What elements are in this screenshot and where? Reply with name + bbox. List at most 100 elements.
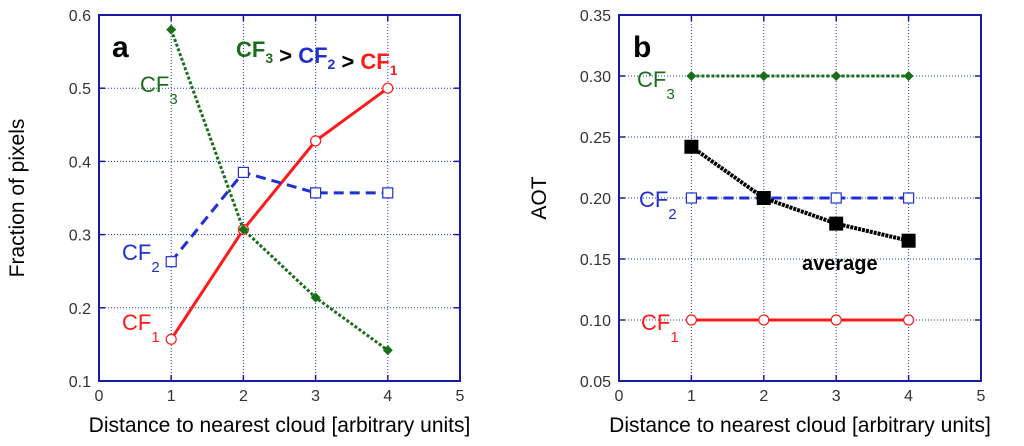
- series-label-base: CF: [641, 310, 670, 335]
- series-label-base: CF: [122, 240, 151, 265]
- series-cf1: CF1: [122, 82, 394, 346]
- x-tick-label: 3: [832, 388, 841, 405]
- tick-marks: [98, 14, 461, 382]
- series-label: average: [802, 253, 878, 275]
- annotation-operator: >: [335, 49, 360, 74]
- data-point: [165, 256, 177, 268]
- annotation-subscript: 2: [328, 56, 336, 72]
- y-tick-label: 0.05: [580, 374, 611, 391]
- annotation-subscript: 1: [390, 62, 398, 78]
- x-tick-label: 5: [456, 388, 465, 405]
- data-point: [310, 187, 322, 199]
- annotation-operator: >: [273, 43, 298, 68]
- data-point: [166, 24, 177, 35]
- x-tick-label: 2: [239, 388, 248, 405]
- data-point: [686, 71, 697, 81]
- series-label: CF1: [641, 310, 679, 346]
- series-line: [169, 29, 389, 352]
- panel-label: b: [633, 31, 651, 64]
- y-tick-label: 0.5: [69, 81, 91, 98]
- data-point: [165, 333, 177, 345]
- series-average: average: [684, 139, 916, 275]
- data-point: [310, 292, 321, 303]
- data-point: [756, 191, 771, 205]
- data-point: [831, 71, 842, 81]
- x-axis-title: Distance to nearest cloud [arbitrary uni…: [609, 414, 991, 437]
- annotation-subscript: 3: [265, 50, 273, 66]
- annotation-term: CF: [360, 49, 389, 74]
- y-axis-title: Fraction of pixels: [6, 119, 29, 278]
- data-point: [310, 135, 322, 147]
- y-tick-label: 0.15: [580, 252, 611, 269]
- y-tick-label: 0.2: [69, 301, 91, 318]
- x-tick-label: 5: [977, 388, 986, 405]
- data-point: [382, 187, 394, 199]
- series-cf3: CF3: [140, 24, 393, 356]
- y-tick-label: 0.20: [580, 191, 611, 208]
- data-point: [830, 314, 842, 326]
- x-tick-label: 4: [383, 388, 392, 405]
- series-label-subscript: 3: [169, 91, 177, 108]
- series-cf3: CF3: [637, 67, 914, 103]
- x-tick-label: 2: [759, 388, 768, 405]
- series-label: CF1: [122, 310, 160, 346]
- series-line: [690, 145, 910, 243]
- data-point: [901, 233, 916, 248]
- x-tick-label: 3: [311, 388, 320, 405]
- tick-marks: [618, 14, 982, 382]
- chart-panel-b: 0 1 2 3 4 5 0.05 0.10 0.15 0.20 0.25 0.30 0.35 Distan…: [528, 8, 991, 437]
- series-label-base: CF: [122, 310, 151, 335]
- series-label-base: CF: [140, 72, 169, 97]
- series-label-base: CF: [639, 187, 668, 212]
- plot-frame: [98, 14, 461, 382]
- annotation-term: CF: [236, 37, 265, 62]
- x-tick-label: 0: [615, 388, 624, 405]
- series-label: CF2: [639, 187, 677, 223]
- series-line: [170, 170, 388, 263]
- series-label-base: CF: [637, 67, 666, 92]
- series-label-subscript: 1: [670, 329, 678, 346]
- y-tick-label: 0.1: [69, 374, 91, 391]
- cf-ordering-annotation: CF3 > CF2 > CF1: [236, 37, 398, 78]
- annotation-term: CF: [298, 43, 327, 68]
- series-label-subscript: 2: [151, 259, 159, 276]
- data-point: [685, 314, 698, 326]
- data-point: [829, 216, 844, 231]
- data-point: [902, 314, 915, 326]
- data-point: [902, 192, 915, 204]
- x-tick-label: 4: [904, 388, 913, 405]
- panel-label: a: [112, 31, 129, 64]
- series-label: CF3: [140, 72, 178, 108]
- data-point: [830, 192, 842, 204]
- series-line: [169, 86, 389, 341]
- y-axis-title: AOT: [528, 176, 551, 219]
- data-point: [382, 345, 393, 356]
- y-tick-label: 0.10: [580, 313, 611, 330]
- y-tick-label: 0.6: [69, 8, 91, 25]
- y-tick-label: 0.30: [580, 69, 611, 86]
- y-tick-label: 0.4: [69, 154, 91, 171]
- data-point: [758, 314, 770, 326]
- series-label: CF2: [122, 240, 160, 276]
- data-point: [237, 166, 249, 178]
- series-label-subscript: 3: [666, 86, 674, 103]
- data-point: [685, 192, 698, 204]
- series-cf1: CF1: [641, 310, 915, 346]
- grid: [99, 15, 460, 381]
- series-label-subscript: 2: [668, 206, 676, 223]
- data-point: [684, 139, 699, 154]
- grid: [619, 15, 981, 381]
- x-tick-label: 1: [687, 388, 696, 405]
- data-point: [238, 224, 249, 235]
- series-label-subscript: 1: [151, 329, 159, 346]
- series-cf2: CF2: [122, 166, 394, 276]
- x-axis-title: Distance to nearest cloud [arbitrary uni…: [89, 414, 471, 437]
- chart-panel-a: 0 1 2 3 4 5 0.1 0.2 0.3 0.4 0.5 0.6 Distance to near…: [6, 8, 470, 437]
- x-tick-label: 0: [95, 388, 104, 405]
- y-tick-label: 0.35: [580, 8, 611, 25]
- y-tick-label: 0.25: [580, 130, 611, 147]
- data-point: [903, 71, 914, 81]
- y-tick-label: 0.3: [69, 228, 91, 245]
- series-label: CF3: [637, 67, 675, 103]
